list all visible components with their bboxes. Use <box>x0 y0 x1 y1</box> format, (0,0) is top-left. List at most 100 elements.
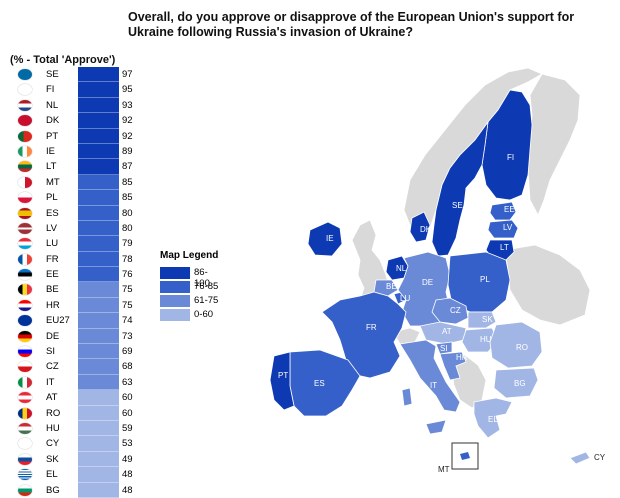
dk-flag-icon <box>18 115 32 127</box>
map-label-es: ES <box>314 379 325 388</box>
map-label-hr: HR <box>456 353 468 362</box>
fi-flag-icon <box>18 84 32 96</box>
value-bar <box>78 143 119 160</box>
approve-value: 87 <box>122 161 133 173</box>
country-lv <box>487 219 519 239</box>
lt-flag-icon <box>18 161 32 173</box>
country-se <box>431 121 489 257</box>
legend-label: 0-60 <box>194 309 214 320</box>
legend-label: 86-100 <box>194 267 210 289</box>
map-label-lu: LU <box>400 294 410 303</box>
country-row-pt: PT 92 <box>8 128 148 144</box>
chart-subtitle: (% - Total 'Approve') <box>10 54 116 66</box>
map-label-cy: CY <box>594 453 606 462</box>
at-flag-icon <box>18 392 32 404</box>
country-row-pl: PL 85 <box>8 190 148 206</box>
value-bar <box>78 420 119 437</box>
be-flag-icon <box>18 284 32 296</box>
approve-value: 85 <box>122 176 133 188</box>
map-label-lv: LV <box>503 223 513 232</box>
value-bar <box>78 113 119 129</box>
ee-flag-icon <box>18 269 32 281</box>
value-bar <box>78 328 119 345</box>
approve-value: 80 <box>122 207 133 219</box>
legend-item: 0-60 <box>160 308 218 322</box>
eu-flag-icon <box>18 315 32 327</box>
country-row-ee: EE 76 <box>8 267 148 283</box>
country-code-label: RO <box>46 407 61 419</box>
value-bar <box>78 97 119 114</box>
legend-item: 61-75 <box>160 294 218 308</box>
value-bar <box>78 374 119 391</box>
country-row-si: SI 69 <box>8 344 148 360</box>
map-label-si: SI <box>440 344 448 353</box>
country-code-label: EU27 <box>46 315 70 327</box>
island-sicily <box>425 419 447 435</box>
ro-flag-icon <box>18 407 32 419</box>
approve-value: 53 <box>122 438 133 450</box>
it-flag-icon <box>18 376 32 388</box>
map-label-fi: FI <box>507 153 514 162</box>
approve-value: 48 <box>122 484 133 496</box>
map-label-hu: HU <box>480 335 492 344</box>
value-bar <box>78 313 119 329</box>
balkans-nonEU-shape <box>449 354 487 409</box>
country-code-label: AT <box>46 392 58 404</box>
map-label-ie: IE <box>326 234 334 243</box>
value-bar <box>78 220 119 237</box>
country-row-be: BE 75 <box>8 282 148 298</box>
value-bar <box>78 451 119 468</box>
country-row-nl: NL 93 <box>8 97 148 114</box>
approve-value: 75 <box>122 299 133 311</box>
country-code-label: DE <box>46 330 60 342</box>
country-row-eu27: EU27 74 <box>8 313 148 329</box>
country-code-label: IE <box>46 145 55 157</box>
approve-value: 78 <box>122 253 133 265</box>
approve-value: 60 <box>122 407 133 419</box>
country-row-it: IT 63 <box>8 374 148 391</box>
country-row-de: DE 73 <box>8 328 148 345</box>
country-row-dk: DK 92 <box>8 113 148 129</box>
approve-value: 93 <box>122 99 133 111</box>
map-legend: Map Legend 86-100 76-85 61-75 0-60 <box>160 250 218 322</box>
value-bar <box>78 390 119 406</box>
value-bar <box>78 297 119 314</box>
country-code-label: ES <box>46 207 59 219</box>
map-label-at: AT <box>442 327 452 336</box>
map-label-se: SE <box>452 201 463 210</box>
country-row-lt: LT 87 <box>8 159 148 175</box>
approve-value: 69 <box>122 346 133 358</box>
country-cy <box>569 451 591 465</box>
legend-swatch <box>160 281 190 293</box>
malta-inset-box <box>451 442 479 470</box>
country-code-label: BG <box>46 484 60 496</box>
country-fr <box>321 291 407 379</box>
country-row-bg: BG 48 <box>8 482 148 498</box>
country-bar-list: SE 97 FI 95 NL 93 DK 92 PT 92 IE 89 LT 87 MT 85 PL 85 ES 80… <box>8 67 148 498</box>
value-bar <box>78 67 119 83</box>
country-code-label: FI <box>46 84 55 96</box>
country-row-hr: HR 75 <box>8 297 148 314</box>
approve-value: 74 <box>122 315 133 327</box>
fr-flag-icon <box>18 253 32 265</box>
country-code-label: PL <box>46 192 58 204</box>
value-bar <box>78 482 119 498</box>
approve-value: 73 <box>122 330 133 342</box>
es-flag-icon <box>18 207 32 219</box>
cz-flag-icon <box>18 361 32 373</box>
country-row-fr: FR 78 <box>8 251 148 268</box>
legend-swatch <box>160 309 190 321</box>
hu-flag-icon <box>18 422 32 434</box>
approve-value: 89 <box>122 145 133 157</box>
lv-flag-icon <box>18 222 32 234</box>
approve-value: 60 <box>122 392 133 404</box>
si-flag-icon <box>18 346 32 358</box>
value-bar <box>78 174 119 191</box>
country-mt <box>460 452 470 460</box>
value-bar <box>78 190 119 206</box>
chart-title: Overall, do you approve or disapprove of… <box>128 10 575 39</box>
map-label-mt: MT <box>438 465 450 474</box>
value-bar <box>78 267 119 283</box>
value-bar <box>78 282 119 298</box>
map-label-sk: SK <box>482 315 493 324</box>
